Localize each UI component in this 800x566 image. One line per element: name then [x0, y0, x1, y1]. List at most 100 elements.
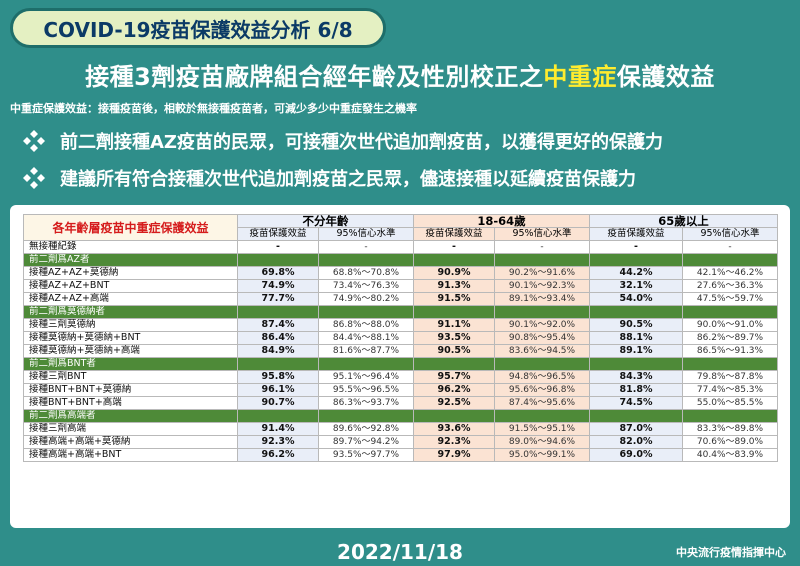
ci-cell: 77.4%～85.3% — [681, 383, 779, 397]
ci-cell: 55.0%～85.5% — [681, 396, 779, 410]
section-header-row: 前二劑爲莫德納者 — [23, 305, 779, 319]
ci-cell: 86.2%～89.7% — [681, 331, 779, 345]
efficacy-cell: - — [589, 240, 683, 254]
ci-cell: 84.4%～88.1% — [318, 331, 414, 345]
table-row: 接種三劑莫德納 87.4% 86.8%～88.0% 91.1% 90.1%～92.0% 9… — [23, 318, 779, 332]
ci-cell: 73.4%～76.3% — [318, 279, 414, 293]
row-label: 接種BNT+BNT+莫德納 — [23, 383, 238, 397]
ci-cell: 70.6%～89.0% — [681, 435, 779, 449]
efficacy-table-card: 各年齡層疫苗中重症保護效益 不分年齡 18-64歲 65歲以上 疫苗保護效益 9… — [10, 205, 790, 528]
headline-suffix: 保護效益 — [616, 62, 715, 91]
efficacy-cell: 90.7% — [237, 396, 319, 410]
section-header-row: 前二劑爲AZ者 — [23, 253, 779, 267]
efficacy-cell: 87.4% — [237, 318, 319, 332]
efficacy-cell: - — [413, 240, 495, 254]
bullet-item: 建議所有符合接種次世代追加劑疫苗之民眾，儘速接種以延續疫苗保護力 — [10, 161, 790, 194]
group-header-65-plus: 65歲以上 — [588, 214, 779, 228]
table-row: 接種AZ+AZ+莫德納 69.8% 68.8%～70.8% 90.9% 90.2%～91… — [23, 266, 779, 280]
efficacy-cell: 91.3% — [413, 279, 495, 293]
efficacy-cell: 86.4% — [237, 331, 319, 345]
four-diamond-bullet-icon — [22, 166, 56, 190]
efficacy-cell: 90.5% — [589, 318, 683, 332]
section-band-cell — [681, 305, 779, 319]
ci-cell: 89.6%～92.8% — [318, 422, 414, 436]
ci-cell: 89.1%～93.4% — [494, 292, 590, 306]
row-label: 接種AZ+AZ+高端 — [23, 292, 238, 306]
efficacy-cell: 81.8% — [589, 383, 683, 397]
efficacy-cell: 95.8% — [237, 370, 319, 384]
ci-cell: 83.3%～89.8% — [681, 422, 779, 436]
ci-cell: 74.9%～80.2% — [318, 292, 414, 306]
efficacy-cell: 96.1% — [237, 383, 319, 397]
bullet-list: 前二劑接種AZ疫苗的民眾，可接種次世代追加劑疫苗，以獲得更好的保護力 建議所有符… — [10, 124, 790, 198]
ci-cell: 90.0%～91.0% — [681, 318, 779, 332]
section-band-cell — [589, 357, 683, 371]
ci-cell: 68.8%～70.8% — [318, 266, 414, 280]
section-header-row: 前二劑爲BNT者 — [23, 357, 779, 371]
efficacy-cell: 92.3% — [413, 435, 495, 449]
section-band-cell — [413, 357, 495, 371]
ci-cell: - — [494, 240, 590, 254]
group-header-all-ages: 不分年齡 — [237, 214, 414, 228]
table-row-baseline: 無接種紀錄 - - - - - - — [23, 240, 779, 254]
ci-cell: 95.6%～96.8% — [494, 383, 590, 397]
subtitle: 中重症保護效益：接種疫苗後，相較於無接種疫苗者，可減少多少中重症發生之機率 — [10, 102, 417, 115]
ci-cell: 86.3%～93.7% — [318, 396, 414, 410]
section-title: 前二劑爲AZ者 — [23, 253, 238, 267]
efficacy-cell: 96.2% — [413, 383, 495, 397]
section-band-cell — [494, 357, 590, 371]
organization-name: 中央流行疫情指揮中心 — [676, 546, 786, 559]
table-row: 接種AZ+AZ+高端 77.7% 74.9%～80.2% 91.5% 89.1%～93.… — [23, 292, 779, 306]
section-band-cell — [681, 253, 779, 267]
efficacy-cell: 82.0% — [589, 435, 683, 449]
ci-cell: 79.8%～87.8% — [681, 370, 779, 384]
efficacy-cell: 92.3% — [237, 435, 319, 449]
table-row: 接種三劑BNT 95.8% 95.1%～96.4% 95.7% 94.8%～96.5% 8… — [23, 370, 779, 384]
table-corner-title: 各年齡層疫苗中重症保護效益 — [23, 214, 238, 241]
efficacy-cell: 32.1% — [589, 279, 683, 293]
table-row: 接種高端+高端+莫德納 92.3% 89.7%～94.2% 92.3% 89.0%～94… — [23, 435, 779, 449]
sub-header-efficacy: 疫苗保護效益 — [589, 227, 683, 241]
row-label: 接種莫德納+莫德納+BNT — [23, 331, 238, 345]
row-label: 接種AZ+AZ+BNT — [23, 279, 238, 293]
efficacy-cell: 91.5% — [413, 292, 495, 306]
ci-cell: 87.4%～95.6% — [494, 396, 590, 410]
efficacy-cell: 74.9% — [237, 279, 319, 293]
section-band-cell — [589, 305, 683, 319]
ci-cell: 89.0%～94.6% — [494, 435, 590, 449]
headline-highlight: 中重症 — [543, 62, 617, 91]
headline-prefix: 接種3劑疫苗廠牌組合經年齡及性別校正之 — [85, 62, 544, 91]
ci-cell: 86.5%～91.3% — [681, 344, 779, 358]
section-band-cell — [237, 357, 319, 371]
ci-cell: 95.1%～96.4% — [318, 370, 414, 384]
section-band-cell — [589, 409, 683, 423]
row-label: 接種BNT+BNT+高端 — [23, 396, 238, 410]
efficacy-cell: 90.5% — [413, 344, 495, 358]
table-body: 無接種紀錄 - - - - - - 前二劑爲AZ者 接種AZ+AZ+莫德納 69.8… — [23, 240, 779, 462]
section-header-row: 前二劑爲高端者 — [23, 409, 779, 423]
efficacy-cell: 88.1% — [589, 331, 683, 345]
ci-cell: - — [318, 240, 414, 254]
section-band-cell — [494, 409, 590, 423]
ci-cell: 90.8%～95.4% — [494, 331, 590, 345]
efficacy-cell: 93.5% — [413, 331, 495, 345]
efficacy-cell: 93.6% — [413, 422, 495, 436]
efficacy-cell: 95.7% — [413, 370, 495, 384]
row-label: 接種莫德納+莫德納+高端 — [23, 344, 238, 358]
section-band-cell — [494, 305, 590, 319]
efficacy-cell: 69.8% — [237, 266, 319, 280]
row-label: 接種三劑高端 — [23, 422, 238, 436]
efficacy-cell: 97.9% — [413, 448, 495, 462]
section-band-cell — [237, 305, 319, 319]
efficacy-cell: 91.4% — [237, 422, 319, 436]
efficacy-cell: 89.1% — [589, 344, 683, 358]
four-diamond-bullet-icon — [22, 129, 56, 153]
ci-cell: 40.4%～83.9% — [681, 448, 779, 462]
section-band-cell — [318, 305, 414, 319]
ci-cell: 95.0%～99.1% — [494, 448, 590, 462]
table-row: 接種BNT+BNT+高端 90.7% 86.3%～93.7% 92.5% 87.4%～9… — [23, 396, 779, 410]
ci-cell: - — [681, 240, 779, 254]
ci-cell: 90.1%～92.0% — [494, 318, 590, 332]
bullet-text: 前二劑接種AZ疫苗的民眾，可接種次世代追加劑疫苗，以獲得更好的保護力 — [60, 131, 663, 153]
section-band-cell — [237, 253, 319, 267]
